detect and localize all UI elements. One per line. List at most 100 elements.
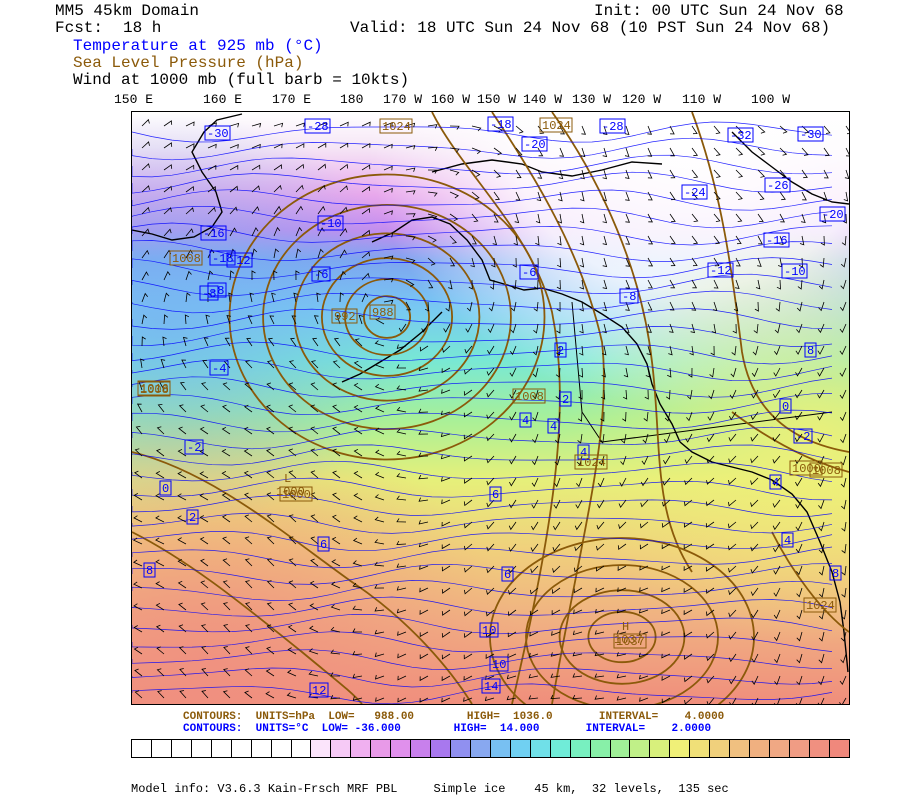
wind-barb (551, 631, 561, 636)
svg-text:12: 12 (312, 684, 326, 698)
wind-barb (817, 433, 825, 443)
wind-barb (352, 560, 363, 567)
temperature-labels: -30 -28 -18-20-28-32 -30-26-24-20-16-18-10-… (143, 116, 846, 698)
wind-barb (817, 389, 825, 399)
wind-barb (291, 315, 297, 325)
isobar (362, 295, 411, 339)
wind-barb (200, 624, 209, 633)
wind-barb (735, 257, 741, 267)
wind-barb (775, 301, 781, 312)
wind-barb (136, 403, 143, 413)
wind-barb (229, 185, 238, 193)
wind-barb (617, 543, 627, 551)
wind-barb (579, 235, 585, 246)
wind-barb (574, 543, 583, 552)
domain-title: MM5 45km Domain (55, 2, 200, 20)
colorbar-cell (510, 740, 531, 757)
wind-barb (664, 411, 671, 422)
wind-barb (178, 602, 187, 611)
isobar (228, 173, 546, 461)
svg-text:8: 8 (807, 344, 814, 358)
wind-barb (463, 389, 473, 396)
wind-barb (310, 426, 319, 435)
wind-barb (602, 213, 608, 224)
temperature-label: 0 (779, 398, 792, 414)
wind-barb (669, 323, 674, 333)
wind-barb (552, 565, 561, 573)
wind-barb (288, 536, 297, 545)
wind-barb (405, 279, 415, 287)
wind-barb (844, 169, 849, 179)
wind-barb (818, 521, 825, 532)
wind-barb (332, 492, 341, 501)
isotherm (132, 580, 833, 601)
wind-barb (383, 232, 394, 238)
wind-barb (646, 345, 652, 356)
wind-barb (750, 521, 759, 530)
wind-barb (616, 696, 627, 701)
wind-barb (645, 367, 651, 378)
wind-barb (684, 675, 693, 683)
wind-barb (486, 543, 495, 552)
isobar (320, 257, 453, 377)
wind-barb (441, 499, 451, 505)
wind-barb (581, 125, 587, 135)
isotherm (132, 631, 833, 653)
wind-barb (397, 631, 407, 636)
legend-pressure: Sea Level Pressure (hPa) (73, 54, 304, 72)
wind-barb (647, 169, 653, 179)
hudson-coast (731, 131, 849, 205)
wind-barb (558, 169, 564, 180)
wind-barb (134, 668, 143, 677)
wind-barb (134, 448, 143, 457)
wind-barb (293, 292, 298, 303)
wind-barb (798, 257, 803, 268)
north-coast (431, 159, 663, 177)
svg-text:1024: 1024 (577, 456, 606, 470)
wind-barb (493, 169, 502, 178)
wind-barb (750, 543, 759, 552)
wind-barb (647, 147, 653, 157)
wind-barb (533, 279, 539, 290)
wind-barb (624, 345, 629, 356)
wind-barb (332, 404, 341, 413)
svg-text:-16: -16 (203, 227, 225, 241)
wind-barb (405, 301, 412, 311)
isobar (431, 112, 561, 704)
svg-text:1008: 1008 (172, 252, 201, 266)
wind-barb (358, 314, 364, 325)
temperature-label: 4 (577, 444, 590, 460)
colorbar-cell (251, 740, 272, 757)
wind-barb (486, 499, 495, 508)
wind-barb (229, 227, 237, 237)
svg-text:2: 2 (189, 511, 196, 525)
wind-barb (757, 257, 762, 267)
wind-barb (374, 539, 385, 545)
svg-text:1024: 1024 (382, 120, 411, 134)
wind-barb (266, 426, 275, 435)
wind-barb (795, 697, 803, 704)
wind-barb (464, 609, 473, 617)
wind-barb (665, 389, 671, 400)
wind-barb (419, 653, 429, 660)
wind-barb (774, 653, 781, 664)
temperature-label: -10 (317, 215, 344, 231)
lon-label: 130 W (572, 92, 612, 107)
wind-barb (184, 314, 190, 325)
wind-barb (709, 367, 715, 378)
wind-barb (840, 653, 847, 664)
wind-barb (177, 537, 187, 545)
svg-text:H: H (622, 620, 629, 634)
wind-barb (244, 382, 253, 391)
wind-barb (295, 143, 305, 149)
wind-barb (396, 385, 407, 391)
wind-barb (266, 382, 275, 391)
wind-barb (141, 163, 150, 171)
wind-barb (310, 558, 319, 567)
wind-barb (841, 565, 847, 576)
wind-barb (251, 143, 261, 149)
wind-barb (424, 301, 430, 312)
wind-barb (141, 206, 150, 215)
wind-barb (339, 228, 348, 237)
